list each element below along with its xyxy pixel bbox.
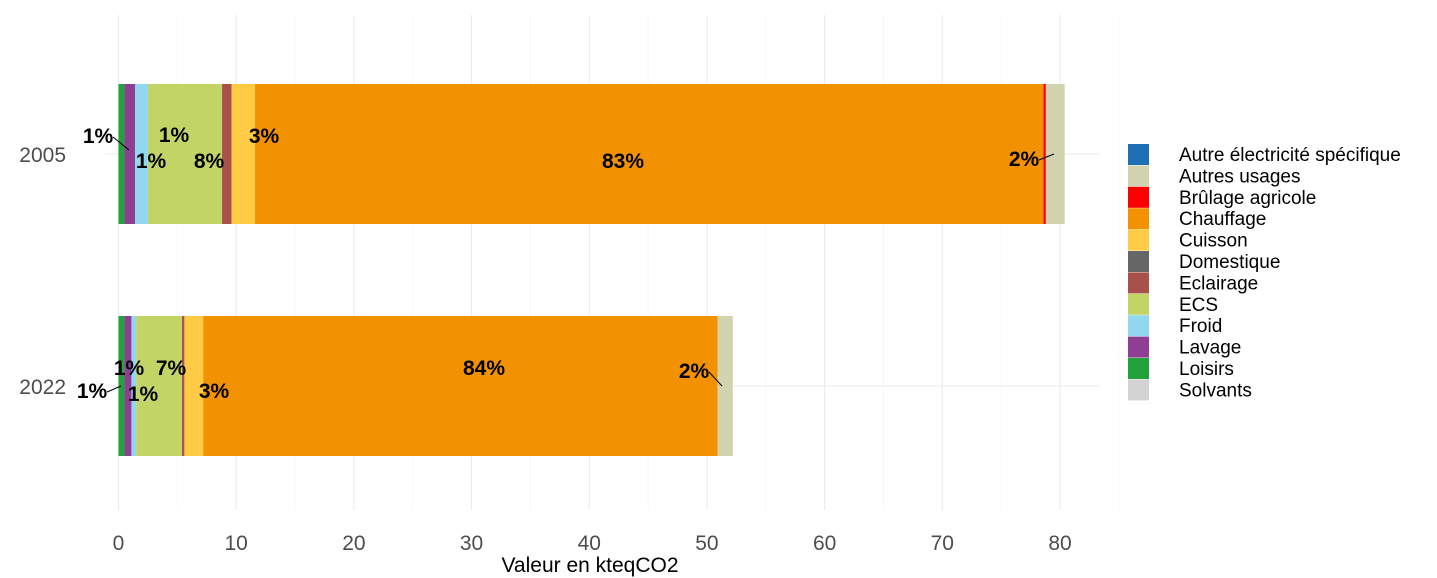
segment-label: 84% xyxy=(463,357,505,380)
segment-label: 2% xyxy=(1009,148,1040,171)
bar-segment xyxy=(134,84,148,224)
legend-swatch xyxy=(1128,379,1149,401)
bar-segment xyxy=(184,316,204,456)
legend-swatch xyxy=(1128,229,1149,251)
legend-swatch xyxy=(1128,208,1149,230)
bar-segment xyxy=(717,316,733,456)
segment-label: 8% xyxy=(194,150,225,173)
label-leader-line xyxy=(708,371,723,387)
legend-label: Autre électricité spécifique xyxy=(1179,145,1401,166)
bar-segment xyxy=(124,84,135,224)
segment-label: 1% xyxy=(136,150,167,173)
bar-segment xyxy=(1045,84,1065,224)
legend-label: Froid xyxy=(1179,316,1222,337)
bar-segment xyxy=(182,316,185,456)
legend-label: Solvants xyxy=(1179,380,1252,401)
segment-label: 7% xyxy=(156,357,187,380)
bars xyxy=(118,84,1065,456)
bar-segment xyxy=(136,316,183,456)
label-leader-line xyxy=(106,385,122,393)
bar-segment xyxy=(118,84,125,224)
legend-label: Cuisson xyxy=(1179,231,1248,252)
legend-swatch xyxy=(1128,293,1149,315)
y-tick-label: 2005 xyxy=(19,144,66,167)
legend-swatch xyxy=(1128,186,1149,208)
segment-label: 1% xyxy=(159,124,190,147)
bar-segment xyxy=(203,316,718,456)
bar-segment xyxy=(124,316,132,456)
legend-label: Eclairage xyxy=(1179,273,1258,294)
bar-segment xyxy=(255,84,1044,224)
x-tick-label: 80 xyxy=(1048,532,1071,555)
bar-segment xyxy=(131,316,137,456)
x-axis: 0 10 20 30 40 50 60 70 80 xyxy=(113,532,1072,555)
x-tick-label: 0 xyxy=(113,532,125,555)
x-axis-title: Valeur en kteqCO2 xyxy=(501,554,678,577)
y-axis: 2005 2022 xyxy=(19,144,66,399)
x-tick-label: 70 xyxy=(931,532,954,555)
x-tick-label: 10 xyxy=(225,532,248,555)
bar-segment xyxy=(1043,84,1046,224)
x-tick-label: 40 xyxy=(578,532,601,555)
x-tick-label: 30 xyxy=(460,532,483,555)
legend-label: Autres usages xyxy=(1179,166,1300,187)
bar-segment xyxy=(222,84,232,224)
legend-label: Brûlage agricole xyxy=(1179,188,1316,209)
legend-label: Chauffage xyxy=(1179,209,1266,230)
segment-label: 3% xyxy=(199,380,230,403)
segment-label: 2% xyxy=(679,360,710,383)
legend-label: ECS xyxy=(1179,295,1218,316)
legend-swatch xyxy=(1128,358,1149,379)
label-leader-line xyxy=(112,136,130,151)
legend-label: Lavage xyxy=(1179,338,1241,359)
legend-swatch xyxy=(1128,144,1149,165)
legend-label: Loisirs xyxy=(1179,359,1234,380)
label-leader-line xyxy=(1038,153,1055,161)
legend-swatch xyxy=(1128,315,1149,337)
legend-swatch xyxy=(1128,272,1149,294)
x-tick-label: 50 xyxy=(695,532,718,555)
legend-swatch xyxy=(1128,251,1149,272)
segment-label: 1% xyxy=(128,383,159,406)
x-tick-label: 20 xyxy=(342,532,365,555)
segment-label: 1% xyxy=(83,125,114,148)
legend-swatch xyxy=(1128,336,1149,358)
segment-label: 1% xyxy=(77,380,108,403)
bar-segment xyxy=(118,316,125,456)
segment-labels: 1%1%1%8%3%83% 2%1%1%1%7%3%84% 2% xyxy=(77,124,1055,406)
bar-segment xyxy=(231,84,256,224)
x-tick-label: 60 xyxy=(813,532,836,555)
segment-label: 1% xyxy=(114,357,145,380)
y-tick-label: 2022 xyxy=(19,376,66,399)
segment-label: 3% xyxy=(249,125,280,148)
legend-swatch xyxy=(1128,165,1149,187)
segment-label: 83% xyxy=(602,150,644,173)
bar-segment xyxy=(147,84,223,224)
legend-label: Domestique xyxy=(1179,252,1280,273)
